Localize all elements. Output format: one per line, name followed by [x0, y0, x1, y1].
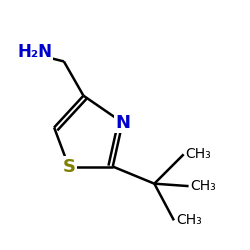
- Text: CH₃: CH₃: [190, 179, 216, 193]
- Text: CH₃: CH₃: [176, 213, 202, 227]
- Text: H₂N: H₂N: [18, 43, 52, 61]
- Text: S: S: [62, 158, 75, 176]
- Text: CH₃: CH₃: [186, 147, 211, 161]
- Text: N: N: [115, 114, 130, 132]
